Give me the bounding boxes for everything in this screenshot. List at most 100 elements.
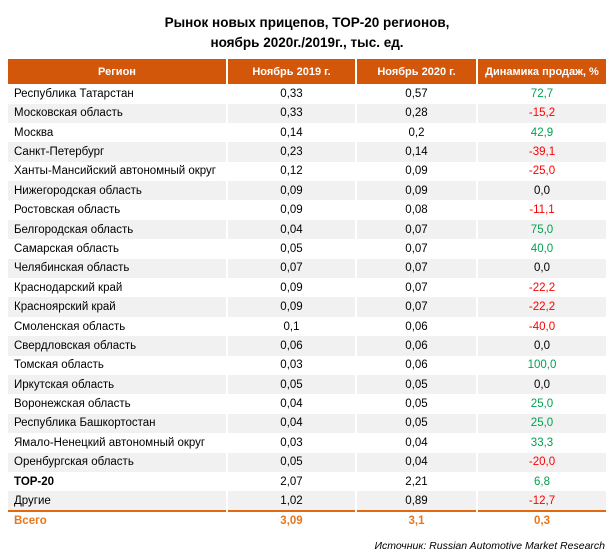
value-2020-cell: 0,07 (355, 297, 477, 317)
table-row: Москва 0,14 0,2 42,9 (8, 122, 606, 143)
region-cell: Челябинская область (8, 258, 227, 279)
dynamics-cell: -25,0 (476, 161, 606, 182)
dynamics-cell: 0,0 (476, 336, 606, 356)
column-header-region: Регион (8, 59, 227, 85)
region-cell: Ханты-Мансийский автономный округ (14, 165, 216, 178)
value-2020-cell: 0,07 (355, 219, 477, 240)
region-cell: TOP-20 (14, 475, 55, 488)
dynamics-cell: -22,2 (476, 297, 606, 317)
table-row: Красноярский край 0,09 0,07 -22,2 (8, 297, 606, 317)
value-2020-cell: 0,08 (355, 200, 477, 220)
region-cell: Республика Татарстан (14, 87, 134, 100)
dynamics-cell: -39,1 (476, 142, 606, 162)
header-row: Регион Ноябрь 2019 г. Ноябрь 2020 г. Дин… (8, 59, 606, 85)
region-cell: Томская область (14, 359, 104, 372)
table-row: Другие 1,02 0,89 -12,7 (8, 491, 606, 511)
region-cell: Ямало-Ненецкий автономный округ (14, 436, 206, 449)
value-2020-cell: 0,28 (355, 103, 477, 123)
region-cell: Свердловская область (8, 336, 227, 356)
value-2019-cell: 0,12 (226, 161, 356, 182)
dynamics-cell: 100,0 (476, 355, 606, 375)
value-2020-cell: 0,06 (355, 336, 477, 356)
chart-title-line1: Рынок новых прицепов, TOP-20 регионов, (164, 15, 450, 30)
dynamics-cell: 0,0 (476, 181, 606, 201)
table-row: Ямало-Ненецкий автономный округ 0,03 0,0… (8, 433, 606, 453)
value-2020-cell: 0,14 (355, 142, 477, 162)
dynamics-cell: 72,7 (476, 84, 606, 104)
region-cell: Воронежская область (14, 398, 131, 411)
table-row: TOP-20 2,07 2,21 6,8 (8, 471, 606, 492)
value-2020-cell: 0,06 (355, 355, 477, 375)
column-header-dynamics: Динамика продаж, % (476, 59, 606, 85)
table-row: Ростовская область 0,09 0,08 -11,1 (8, 200, 606, 220)
value-2019-cell: 0,1 (226, 316, 356, 337)
table-row: Челябинская область 0,07 0,07 0,0 (8, 258, 606, 279)
dynamics-cell: 75,0 (476, 219, 606, 240)
table-row: Республика Башкортостан 0,04 0,05 25,0 (8, 413, 606, 434)
table-row: Оренбургская область 0,05 0,04 -20,0 (8, 452, 606, 472)
value-2019-cell: 0,05 (226, 239, 356, 259)
dynamics-cell: -40,0 (476, 316, 606, 337)
region-cell: Иркутская область (8, 374, 227, 395)
value-2020-cell: 0,04 (355, 452, 477, 472)
region-cell: Санкт-Петербург (8, 142, 227, 162)
table-row: Иркутская область 0,05 0,05 0,0 (8, 374, 606, 395)
value-2019-cell: 0,09 (226, 278, 356, 298)
table-row: Томская область 0,03 0,06 100,0 (8, 355, 606, 375)
value-2020-cell: 0,09 (355, 161, 477, 182)
chart-title-line2: ноябрь 2020г./2019г., тыс. ед. (210, 34, 404, 50)
value-2020-cell: 0,06 (355, 316, 477, 337)
dynamics-cell: -15,2 (476, 103, 606, 123)
value-2020-cell: 0,09 (355, 181, 477, 201)
region-cell: Самарская область (14, 242, 119, 255)
dynamics-cell: 0,0 (476, 258, 606, 279)
column-header-nov2020: Ноябрь 2020 г. (355, 59, 477, 85)
dynamics-cell: 33,3 (476, 433, 606, 453)
region-cell: Московская область (8, 103, 227, 123)
region-cell: Ростовская область (14, 204, 121, 217)
value-2020-cell: 2,21 (355, 471, 477, 492)
value-2020-cell: 0,2 (355, 122, 477, 143)
dynamics-cell: 6,8 (476, 471, 606, 492)
region-cell: Оренбургская область (8, 452, 227, 472)
column-header-nov2019: Ноябрь 2019 г. (226, 59, 356, 85)
dynamics-cell: 25,0 (476, 413, 606, 434)
top20-regions-table: Регион Ноябрь 2019 г. Ноябрь 2020 г. Дин… (8, 59, 606, 531)
value-2019-cell: 0,07 (226, 258, 356, 279)
value-2019-cell: 1,02 (226, 491, 356, 511)
table-row: Белгородская область 0,04 0,07 75,0 (8, 219, 606, 240)
value-2019-cell: 2,07 (226, 471, 356, 492)
value-2019-cell: 0,14 (226, 122, 356, 143)
value-2020-cell: 0,05 (355, 394, 477, 414)
source-note: Источник: Russian Automotive Market Rese… (374, 540, 605, 553)
table-body: Республика Татарстан 0,33 0,57 72,7 Моск… (8, 84, 606, 531)
dynamics-cell: 25,0 (476, 394, 606, 414)
value-2019-cell: 0,05 (226, 452, 356, 472)
table-row: Республика Татарстан 0,33 0,57 72,7 (8, 84, 606, 104)
table-row: Воронежская область 0,04 0,05 25,0 (8, 394, 606, 414)
region-cell: Другие (8, 491, 227, 511)
table-row: Свердловская область 0,06 0,06 0,0 (8, 336, 606, 356)
value-2019-cell: 0,09 (226, 297, 356, 317)
value-2019-cell: 0,09 (226, 200, 356, 220)
value-2019-cell: 0,04 (226, 219, 356, 240)
value-2020-cell: 0,05 (355, 374, 477, 395)
value-2019-cell: 0,04 (226, 394, 356, 414)
value-2020-cell: 0,07 (355, 258, 477, 279)
value-2019-cell: 0,05 (226, 374, 356, 395)
dynamics-cell: -11,1 (476, 200, 606, 220)
dynamics-cell: 42,9 (476, 122, 606, 143)
value-2020-cell: 0,89 (355, 491, 477, 511)
table-row: Нижегородская область 0,09 0,09 0,0 (8, 181, 606, 201)
value-2019-cell: 0,04 (226, 413, 356, 434)
dynamics-cell: -22,2 (476, 278, 606, 298)
dynamics-cell: 0,3 (476, 509, 606, 531)
value-2019-cell: 0,03 (226, 355, 356, 375)
dynamics-cell: -20,0 (476, 452, 606, 472)
table-row: Краснодарский край 0,09 0,07 -22,2 (8, 278, 606, 298)
value-2019-cell: 0,33 (226, 103, 356, 123)
value-2020-cell: 0,07 (355, 278, 477, 298)
value-2019-cell: 3,09 (226, 509, 356, 531)
value-2019-cell: 0,33 (226, 84, 356, 104)
